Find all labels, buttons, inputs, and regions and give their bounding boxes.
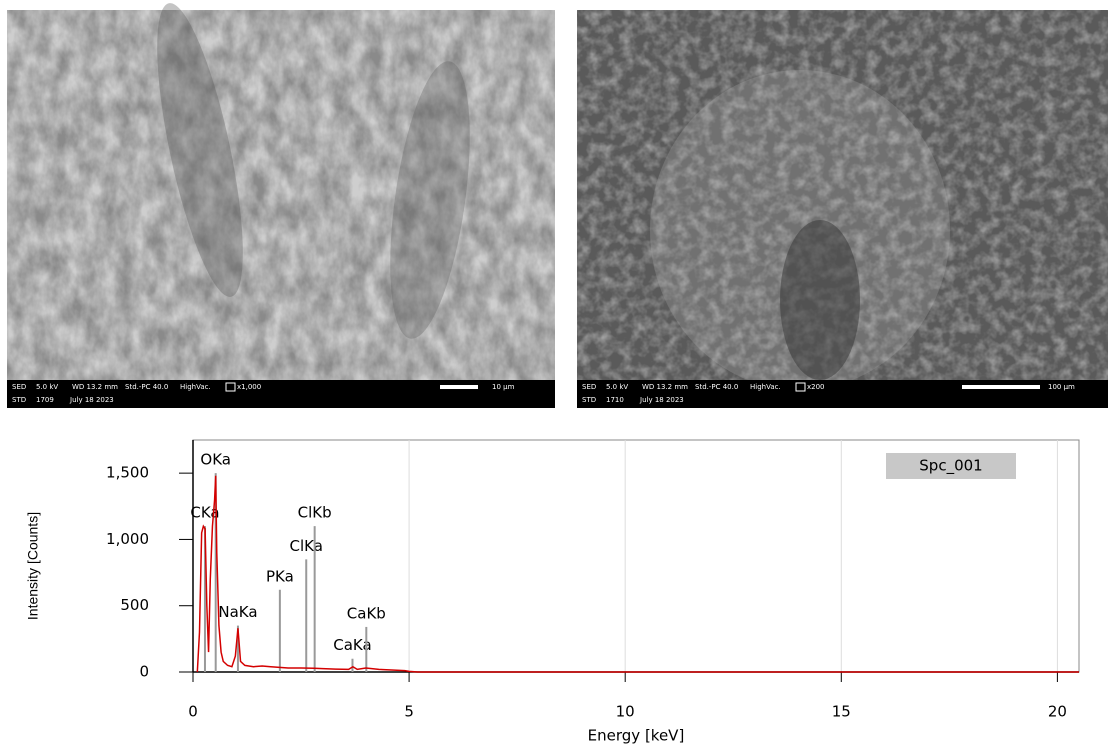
- info-text: SED: [582, 383, 596, 391]
- info-text: Std.-PC 40.0: [125, 383, 168, 391]
- peak-label: NaKa: [218, 603, 257, 621]
- info-text: SED: [12, 383, 26, 391]
- page: SED 5.0 kV WD 13.2 mm Std.-PC 40.0 HighVac. x…: [0, 0, 1108, 748]
- info-text: 5.0 kV: [36, 383, 58, 391]
- info-text: HighVac.: [750, 383, 781, 391]
- scale-label: 10 µm: [492, 383, 515, 391]
- x-tick-label: 5: [404, 703, 414, 721]
- x-tick-label: 15: [832, 703, 851, 721]
- peak-label: ClKb: [298, 504, 332, 522]
- info-text: HighVac.: [180, 383, 211, 391]
- peak-label: OKa: [200, 451, 231, 469]
- peak-label: CKa: [190, 504, 219, 522]
- x-axis-title: Energy [keV]: [588, 727, 685, 745]
- info-text: x1,000: [237, 383, 261, 391]
- info-text: July 18 2023: [69, 396, 114, 404]
- info-text: July 18 2023: [639, 396, 684, 404]
- info-text: WD 13.2 mm: [72, 383, 118, 391]
- info-text: STD: [582, 396, 596, 404]
- info-text: x200: [807, 383, 825, 391]
- scale-bar: [962, 385, 1040, 389]
- peak-label: ClKa: [290, 537, 323, 555]
- peak-label: PKa: [266, 567, 294, 585]
- x-tick-label: 20: [1048, 703, 1067, 721]
- x-tick-label: 0: [188, 703, 198, 721]
- y-tick-label: 500: [120, 596, 149, 614]
- info-text: 5.0 kV: [606, 383, 628, 391]
- info-text: 1709: [36, 396, 54, 404]
- y-tick-label: 1,000: [106, 530, 149, 548]
- info-text: WD 13.2 mm: [642, 383, 688, 391]
- info-text: Std.-PC 40.0: [695, 383, 738, 391]
- info-text: 1710: [606, 396, 624, 404]
- sem-image-2: [577, 10, 1108, 408]
- y-axis-title: Intensity [Counts]: [25, 512, 41, 620]
- legend-label: Spc_001: [919, 457, 982, 476]
- info-text: STD: [12, 396, 26, 404]
- y-tick-label: 1,500: [106, 464, 149, 482]
- scale-label: 100 µm: [1048, 383, 1075, 391]
- sem-image-1: [7, 0, 555, 408]
- scale-bar: [440, 385, 478, 389]
- x-tick-label: 10: [616, 703, 635, 721]
- peak-label: CaKb: [347, 604, 386, 622]
- y-tick-label: 0: [139, 663, 149, 681]
